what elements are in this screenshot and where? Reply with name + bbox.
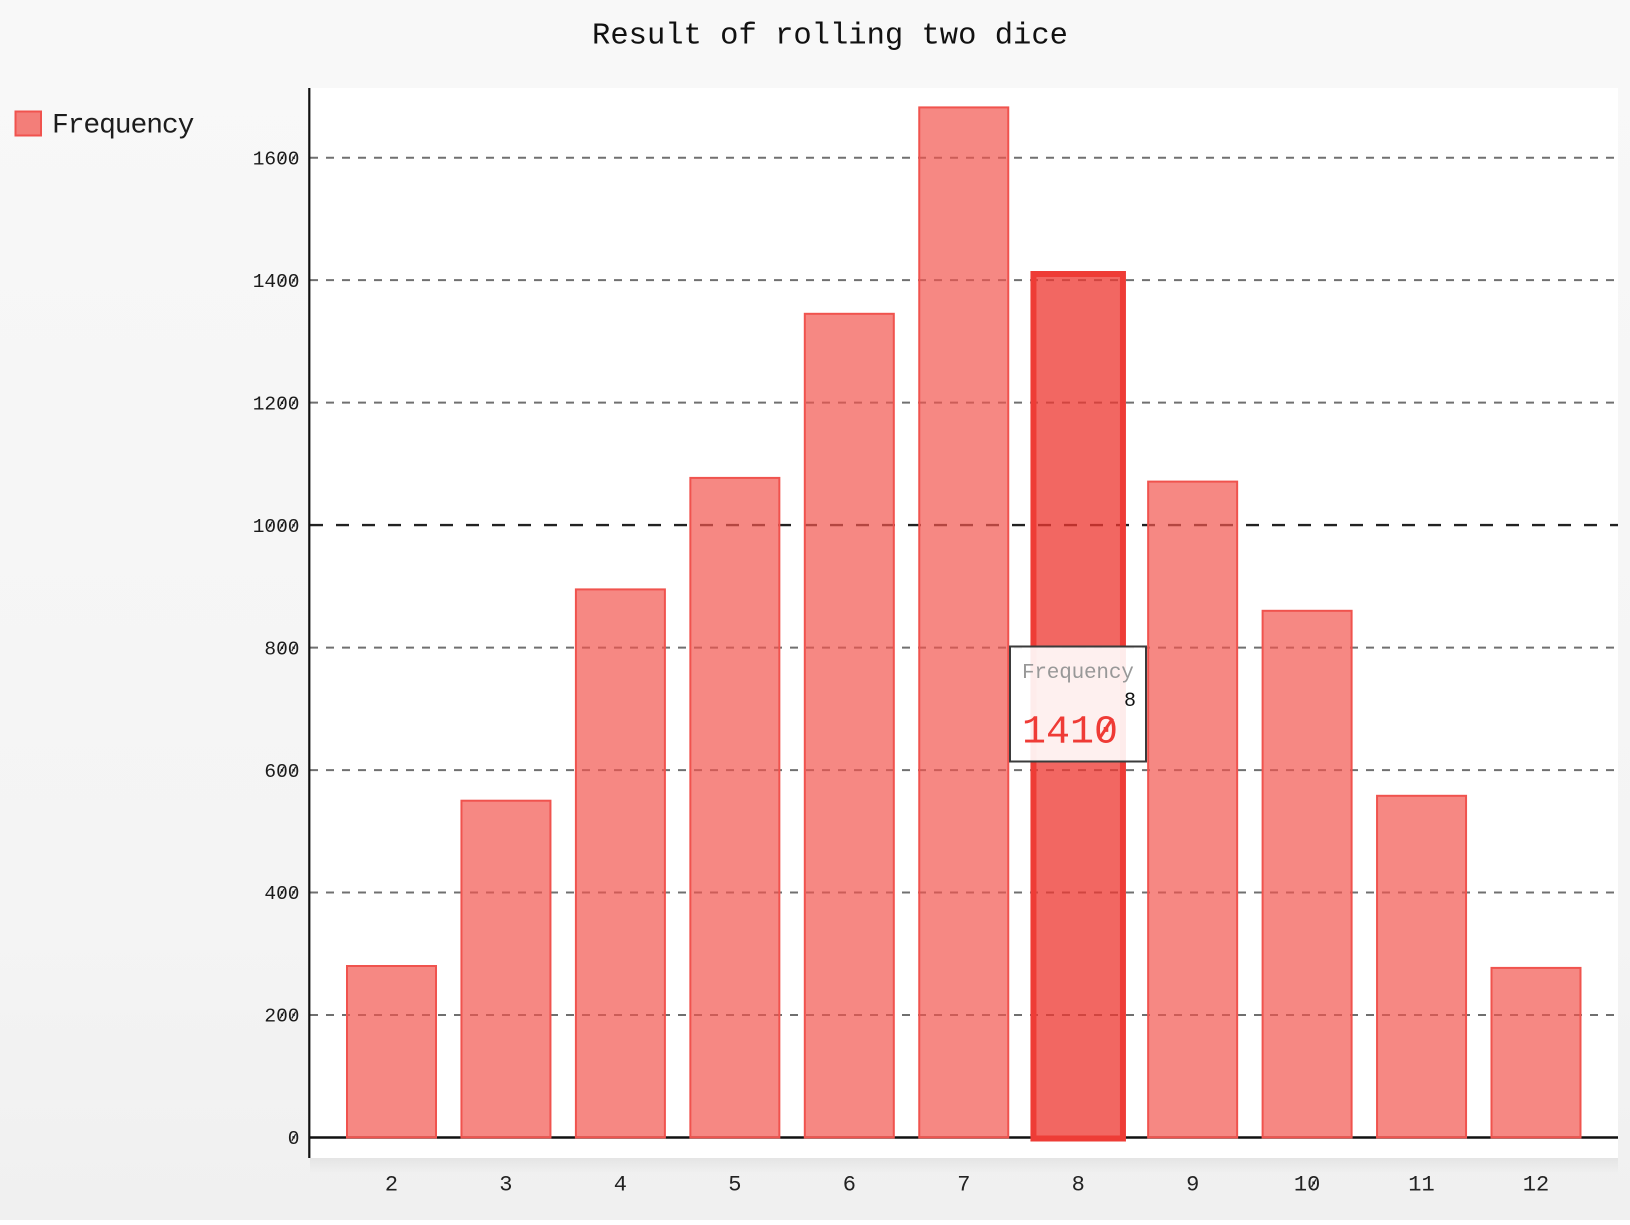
svg-text:11: 11 [1408, 1173, 1434, 1198]
svg-text:7: 7 [957, 1173, 970, 1198]
svg-text:3: 3 [499, 1173, 512, 1198]
svg-text:1000: 1000 [253, 516, 300, 538]
svg-text:6: 6 [843, 1173, 856, 1198]
svg-text:2: 2 [385, 1173, 398, 1198]
svg-text:9: 9 [1186, 1173, 1199, 1198]
svg-text:600: 600 [264, 761, 299, 783]
svg-text:800: 800 [264, 638, 299, 660]
svg-text:0: 0 [288, 1128, 300, 1150]
svg-text:8: 8 [1124, 690, 1136, 713]
svg-text:200: 200 [264, 1006, 299, 1028]
svg-text:1600: 1600 [253, 148, 300, 170]
svg-text:4: 4 [614, 1173, 627, 1198]
svg-text:1400: 1400 [253, 271, 300, 293]
svg-text:8: 8 [1072, 1173, 1085, 1198]
svg-text:400: 400 [264, 883, 299, 905]
svg-text:Frequency: Frequency [52, 111, 194, 142]
svg-text:12: 12 [1523, 1173, 1549, 1198]
svg-text:Result of rolling two dice: Result of rolling two dice [592, 20, 1068, 54]
svg-text:10: 10 [1294, 1173, 1320, 1198]
svg-text:1200: 1200 [253, 393, 300, 415]
svg-text:5: 5 [728, 1173, 741, 1198]
svg-text:Frequency: Frequency [1022, 662, 1134, 685]
